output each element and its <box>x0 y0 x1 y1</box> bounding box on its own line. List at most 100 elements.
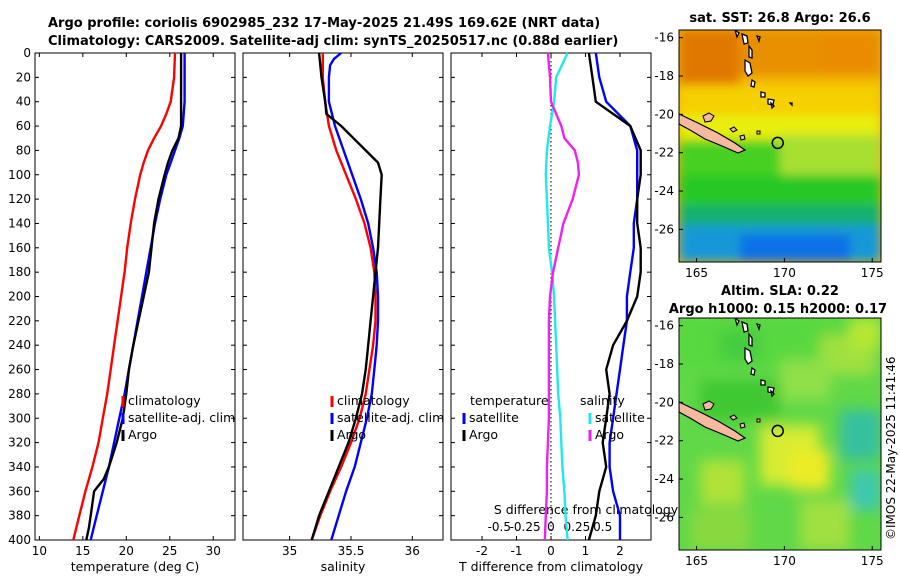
difference-series-t-argo <box>587 52 642 541</box>
temperature-xtick-label: 20 <box>119 544 134 558</box>
temperature-series-argo <box>85 53 183 541</box>
difference-xtick-label: 1 <box>582 544 590 558</box>
s-tick-label: -0.5 <box>488 520 511 534</box>
salinity-xtick-label: 36 <box>405 544 420 558</box>
salinity-frame <box>242 52 444 541</box>
difference-series-s-satellite <box>544 52 569 541</box>
sst-map-frame <box>678 29 882 263</box>
temperature-series-climatology <box>72 52 177 541</box>
map-xtick-label: 165 <box>685 266 708 280</box>
depth-tick-label: 80 <box>16 143 31 157</box>
salinity-xtick-label: 35 <box>282 544 297 558</box>
sla-map <box>679 318 881 550</box>
legend-label: Argo <box>595 427 624 442</box>
map-ytick-label: -16 <box>654 319 674 333</box>
difference-xtick-label: -1 <box>511 544 523 558</box>
depth-tick-label: 200 <box>8 290 31 304</box>
temperature-xtick-label: 25 <box>162 544 177 558</box>
legend-label: satellite <box>595 410 645 425</box>
chart-title-line1: Argo profile: coriolis 6902985_232 17-Ma… <box>48 16 600 31</box>
depth-tick-label: 320 <box>8 436 31 450</box>
legend-label: satellite <box>469 410 519 425</box>
map-xtick-label: 170 <box>773 554 796 568</box>
map-ytick-label: -24 <box>654 472 674 486</box>
difference-xtick-label: -2 <box>476 544 488 558</box>
s-tick-label: 0 <box>547 520 555 534</box>
sla-map-title-line2: Argo h1000: 0.15 h2000: 0.17 <box>669 302 887 317</box>
legend-label: satellite-adj. clim <box>128 410 235 425</box>
difference-xtick-label: 0 <box>547 544 555 558</box>
sst-map-axes: 165 170 175 -16 -18 -20 -22 -24 -26 <box>654 31 883 280</box>
legend-label: climatology <box>128 393 201 408</box>
salinity-xlabel: salinity <box>321 559 366 574</box>
legend-label: climatology <box>337 393 410 408</box>
profile-panels: 0204060801001201401601802002202402602803… <box>8 46 679 574</box>
map-ytick-label: -20 <box>654 395 674 409</box>
sla-map-frame <box>678 317 882 551</box>
sla-map-title-line1: Altim. SLA: 0.22 <box>721 284 839 299</box>
map-ytick-label: -18 <box>654 357 674 371</box>
sst-map <box>679 30 881 262</box>
s-tick-label: -0.25 <box>510 520 541 534</box>
depth-tick-label: 120 <box>8 192 31 206</box>
panel-salinity: 35 35.5 36 salinity climatology satellite-adj… <box>242 52 444 574</box>
sst-map-field <box>679 30 881 262</box>
sla-map-land <box>679 318 775 442</box>
legend-temperature-title: temperature <box>470 393 549 408</box>
depth-tick-label: 0 <box>23 46 31 60</box>
difference-xtick-label: 2 <box>616 544 624 558</box>
legend-label: Argo <box>128 427 157 442</box>
map-xtick-label: 165 <box>685 554 708 568</box>
difference-series-s-argo <box>543 52 581 541</box>
depth-tick-label: 220 <box>8 314 31 328</box>
temperature-xtick-label: 30 <box>206 544 221 558</box>
difference-xlabel: T difference from climatology <box>458 559 644 574</box>
map-ytick-label: -20 <box>654 107 674 121</box>
panel-temperature: 0 20 40 60 80 100 120 140 160 180 200 220 240 260 280 3… <box>8 46 236 574</box>
map-xtick-label: 175 <box>861 554 884 568</box>
sla-map-argo-marker <box>771 424 784 438</box>
depth-tick-label: 180 <box>8 265 31 279</box>
salinity-series-argo <box>310 52 383 541</box>
map-ytick-label: -26 <box>654 510 674 524</box>
map-ytick-label: -22 <box>654 146 674 160</box>
depth-tick-label: 40 <box>16 95 31 109</box>
depth-tick-label: 160 <box>8 241 31 255</box>
depth-tick-label: 340 <box>8 460 31 474</box>
salinity-xtick-label: 35.5 <box>338 544 365 558</box>
temperature-xtick-label: 15 <box>75 544 90 558</box>
s-tick-label: 0.25 <box>564 520 591 534</box>
depth-tick-label: 60 <box>16 119 31 133</box>
legend-label: Argo <box>337 427 366 442</box>
map-xtick-label: 170 <box>773 266 796 280</box>
map-ytick-label: -16 <box>654 31 674 45</box>
depth-tick-label: 380 <box>8 509 31 523</box>
depth-tick-label: 140 <box>8 216 31 230</box>
panel-difference: -2 -1 0 1 2T difference from climatology S di… <box>450 52 679 574</box>
map-ytick-label: -18 <box>654 69 674 83</box>
legend-label: Argo <box>469 427 498 442</box>
depth-tick-label: 300 <box>8 411 31 425</box>
salinity-series-climatology <box>310 53 377 541</box>
s-axis-label: S difference from climatology <box>494 502 679 517</box>
depth-tick-label: 260 <box>8 363 31 377</box>
sst-map-argo-marker <box>771 136 784 150</box>
depth-tick-label: 280 <box>8 387 31 401</box>
temperature-frame <box>34 52 236 541</box>
depth-tick-label: 400 <box>8 533 31 547</box>
sst-map-title: sat. SST: 26.8 Argo: 26.6 <box>689 11 870 26</box>
sla-map-field <box>679 318 881 550</box>
depth-tick-label: 100 <box>8 168 31 182</box>
depth-tick-label: 360 <box>8 484 31 498</box>
watermark: ©IMOS 22-May-2025 11:41:46 <box>884 356 898 540</box>
sst-map-land <box>679 30 793 154</box>
map-ytick-label: -24 <box>654 184 674 198</box>
depth-tick-label: 240 <box>8 338 31 352</box>
map-ytick-label: -26 <box>654 222 674 236</box>
temperature-xlabel: temperature (deg C) <box>71 559 200 574</box>
depth-tick-label: 20 <box>16 70 31 84</box>
map-xtick-label: 175 <box>861 266 884 280</box>
map-ytick-label: -22 <box>654 434 674 448</box>
temperature-xtick-label: 10 <box>32 544 47 558</box>
